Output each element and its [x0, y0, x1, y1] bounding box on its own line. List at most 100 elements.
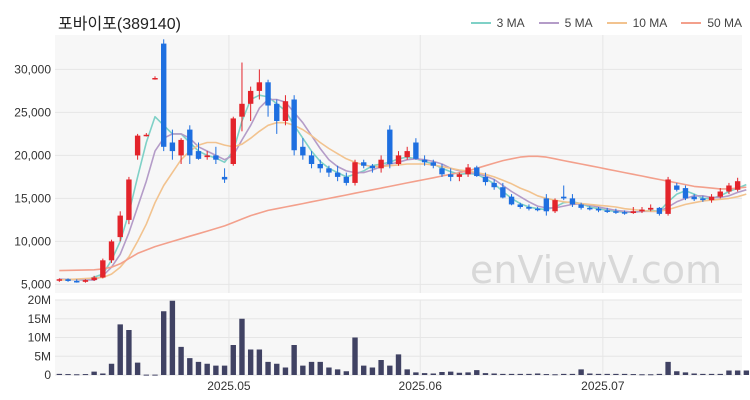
volume-bar — [169, 300, 176, 375]
candle-body — [587, 207, 593, 210]
candle-body — [387, 129, 393, 164]
candle-body — [404, 151, 410, 158]
candle-body — [361, 162, 367, 166]
volume-bar — [621, 373, 628, 375]
candle-body — [117, 215, 123, 238]
volume-bar — [447, 371, 454, 375]
candle-body — [169, 142, 176, 152]
candle-body — [526, 207, 532, 209]
candle-body — [421, 159, 428, 163]
candle-body — [134, 135, 141, 156]
price-tick-label: 5,000 — [21, 277, 51, 291]
candle-body — [578, 204, 584, 208]
candle-body — [561, 196, 567, 199]
volume-bar — [639, 374, 645, 376]
volume-bar — [630, 374, 636, 376]
volume-bar — [282, 367, 289, 375]
candle-body — [639, 209, 645, 212]
ma-line-10ma — [59, 121, 747, 281]
volume-bar — [378, 360, 384, 375]
legend: 3 MA 5 MA 10 MA 50 MA — [470, 16, 742, 30]
volume-bar — [604, 373, 610, 375]
volume-bar — [117, 324, 123, 375]
candle-body — [395, 155, 402, 164]
candle-body — [195, 151, 202, 159]
volume-bar — [161, 311, 167, 375]
volume-bar — [308, 361, 315, 375]
legend-item-3ma: 3 MA — [470, 16, 525, 30]
candle-body — [308, 155, 315, 164]
volume-bar — [691, 373, 697, 375]
candle-body — [74, 280, 80, 283]
candle-body — [256, 82, 263, 91]
candle-body — [56, 279, 63, 281]
volume-bar — [734, 370, 741, 375]
ma-line-50ma — [59, 155, 747, 272]
candle-body — [500, 187, 506, 198]
legend-item-50ma: 50 MA — [681, 16, 742, 30]
volume-bar — [352, 337, 358, 375]
volume-bar — [569, 373, 576, 375]
volume-bar — [343, 371, 350, 375]
candle-body — [334, 172, 341, 177]
candle-body — [665, 179, 671, 214]
volume-bar — [274, 363, 280, 375]
volume-bar — [300, 365, 306, 375]
legend-swatch-5ma — [538, 22, 559, 24]
candle-body — [326, 168, 332, 173]
candle-body — [517, 204, 523, 207]
volume-bar — [517, 373, 523, 375]
candle-body — [343, 176, 350, 183]
candle-body — [126, 179, 132, 220]
volume-bar — [578, 369, 584, 375]
candle-body — [413, 142, 419, 159]
candle-body — [456, 174, 463, 177]
legend-label-10ma: 10 MA — [632, 16, 668, 30]
candle-body — [465, 167, 471, 175]
price-tick-label: 20,000 — [14, 148, 51, 162]
volume-bar — [82, 374, 89, 376]
volume-bar — [387, 365, 393, 375]
volume-bar — [526, 373, 532, 375]
volume-bar — [482, 373, 489, 375]
candle-body — [734, 181, 741, 190]
volume-bar — [204, 363, 210, 375]
volume-bar — [91, 371, 97, 375]
volume-bar — [317, 361, 323, 375]
volume-bar — [291, 345, 297, 375]
candle-body — [221, 176, 228, 180]
candle-body — [369, 165, 376, 169]
candle-body — [378, 159, 384, 169]
legend-swatch-50ma — [681, 22, 702, 24]
legend-swatch-10ma — [606, 22, 627, 24]
candle-body — [300, 146, 306, 156]
watermark: enViewV.com — [470, 248, 722, 292]
candle-body — [178, 139, 184, 156]
volume-bar — [143, 374, 150, 376]
candle-body — [604, 210, 610, 212]
candle-body — [143, 134, 150, 137]
legend-item-5ma: 5 MA — [538, 16, 593, 30]
volume-bar — [369, 367, 376, 375]
price-tick-label: 25,000 — [14, 105, 51, 119]
candle-body — [682, 188, 689, 199]
candle-body — [647, 207, 654, 210]
volume-bar — [56, 373, 63, 375]
candle-body — [508, 196, 515, 205]
volume-bar — [221, 365, 228, 375]
volume-tick-label: 0 — [44, 368, 51, 382]
candle-body — [108, 241, 115, 261]
legend-swatch-3ma — [470, 22, 491, 24]
volume-bar — [700, 373, 706, 375]
candle-body — [291, 99, 297, 151]
candle-body — [274, 103, 280, 121]
volume-bar — [708, 373, 715, 375]
candle-body — [447, 174, 454, 177]
volume-tick-label: 5M — [34, 349, 51, 363]
candle-body — [265, 82, 271, 106]
candle-body — [439, 168, 445, 175]
volume-bar — [534, 373, 541, 375]
volume-tick-label: 10M — [28, 331, 51, 345]
volume-bar — [465, 372, 471, 375]
